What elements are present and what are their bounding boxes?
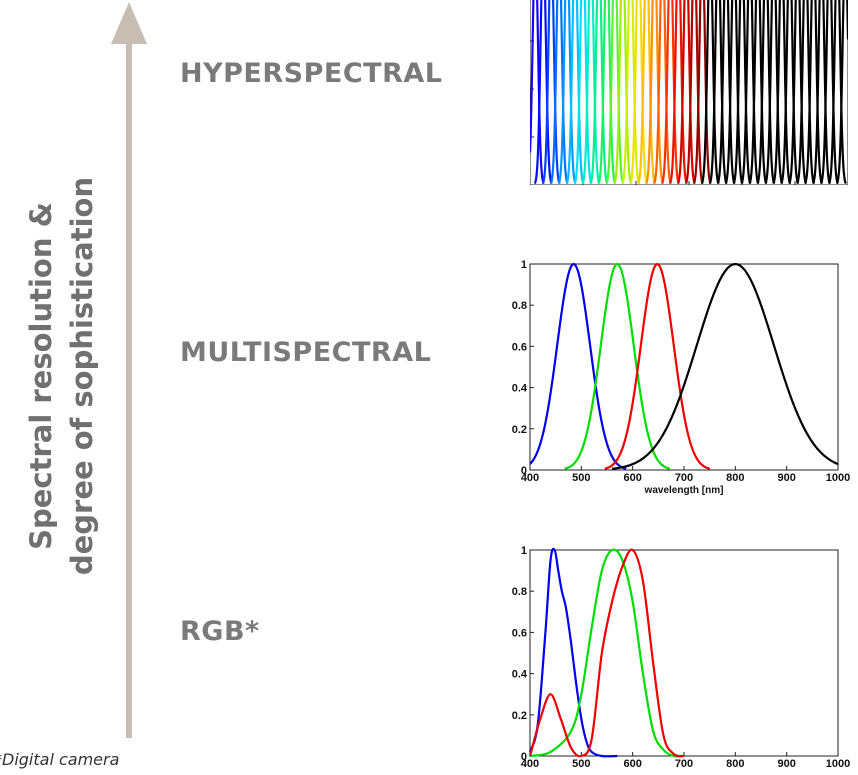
rgb-chart: 400 500 600 700 800 900 1000 0 0.2 0.4 0.6 0.8 1 tran… — [508, 545, 850, 770]
x-tick-label: 1000 — [826, 472, 850, 484]
band-curve — [533, 0, 553, 185]
band-curve — [764, 0, 784, 185]
plot-frame — [529, 263, 839, 471]
y-tick-label: 0.4 — [512, 84, 528, 96]
band-curve — [772, 0, 792, 185]
x-tick-label: 900 — [777, 758, 795, 770]
x-tick-label: 500 — [572, 758, 590, 770]
y-tick-label: 0.4 — [512, 669, 528, 681]
x-axis-label: wavelength [nm] — [644, 485, 724, 496]
x-tick-label: 1000 — [836, 187, 858, 199]
up-arrow-head — [111, 2, 147, 44]
footnote: *Digital camera — [0, 750, 120, 769]
x-tick-label: 600 — [623, 758, 641, 770]
band-curve — [637, 0, 657, 185]
band-curve — [660, 0, 680, 185]
band-curve — [827, 0, 847, 185]
hyperspectral-label: HYPERSPECTRAL — [180, 58, 443, 89]
multispectral-chart: 400 500 600 700 800 900 1000 0 0.2 0.4 0.6 0.8 1 wave… — [512, 259, 851, 496]
band-curve — [645, 0, 665, 185]
band-curve — [604, 262, 711, 470]
band-curve — [796, 0, 816, 185]
x-tick-label: 800 — [733, 187, 751, 199]
x-tick-label: 800 — [726, 758, 744, 770]
x-tick-label: 600 — [623, 472, 641, 484]
band-curve — [724, 0, 744, 185]
band-curve — [597, 0, 617, 185]
band-curve — [530, 0, 545, 185]
band-curve — [676, 0, 696, 185]
x-tick-label: 500 — [572, 472, 590, 484]
band-curve — [804, 0, 824, 185]
y-tick-label: 0 — [521, 180, 527, 192]
band-curve — [621, 0, 641, 185]
transmission-curve — [528, 548, 685, 758]
band-curve — [692, 0, 712, 185]
band-curve — [573, 0, 593, 185]
plot-frame — [529, 549, 839, 757]
x-tick-label: 800 — [726, 472, 744, 484]
y-tick-label: 0.2 — [512, 424, 527, 436]
axis-arrow-label-line1: Spectral resolution & — [24, 202, 58, 550]
band-curve — [708, 0, 728, 185]
y-tick-label: 0.6 — [512, 36, 527, 48]
band-curve — [589, 0, 609, 185]
band-curve — [788, 0, 808, 185]
multispectral-label: MULTISPECTRAL — [180, 337, 432, 368]
band-curve — [529, 262, 627, 470]
axis-arrow-label: Spectral resolution & degree of sophisti… — [21, 96, 103, 656]
band-curve — [653, 0, 672, 185]
rgb-label: RGB* — [180, 616, 260, 647]
band-curve — [612, 262, 839, 470]
band-curve — [565, 0, 585, 185]
x-tick-label: 700 — [675, 472, 693, 484]
axis-arrow-label-line2: degree of sophistication — [65, 176, 99, 576]
y-tick-label: 1 — [521, 259, 527, 271]
x-tick-label: 700 — [675, 758, 693, 770]
y-tick-label: 0.2 — [512, 710, 527, 722]
band-curve — [700, 0, 720, 185]
band-curve — [716, 0, 736, 185]
band-curve — [629, 0, 649, 185]
band-curve — [541, 0, 561, 185]
x-tick-label: 900 — [777, 472, 795, 484]
x-tick-label: 400 — [521, 187, 539, 199]
y-tick-label: 0 — [521, 751, 527, 763]
band-curve — [756, 0, 776, 185]
band-curve — [740, 0, 760, 185]
y-tick-label: 0.8 — [512, 586, 527, 598]
band-curve — [605, 0, 625, 185]
band-curve — [684, 0, 704, 185]
y-tick-label: 0.6 — [512, 341, 527, 353]
x-tick-label: 1000 — [826, 758, 850, 770]
band-curve — [780, 0, 800, 185]
x-tick-label: 900 — [786, 187, 804, 199]
band-curve — [819, 0, 839, 185]
band-curve — [613, 0, 633, 185]
band-curve — [564, 262, 671, 470]
x-tick-label: 700 — [680, 187, 698, 199]
band-curve — [812, 0, 831, 185]
y-tick-label: 0.2 — [512, 132, 527, 144]
band-curve — [835, 0, 848, 185]
y-tick-label: 0.8 — [512, 300, 527, 312]
x-tick-label: 600 — [627, 187, 645, 199]
band-curve — [748, 0, 768, 185]
band-curve — [549, 0, 569, 185]
y-tick-label: 0 — [521, 465, 527, 477]
band-curve — [732, 0, 752, 185]
band-curve — [668, 0, 688, 185]
x-tick-label: 400 — [521, 472, 539, 484]
x-tick-label: 400 — [521, 758, 539, 770]
up-arrow-shaft — [126, 40, 132, 738]
band-curve — [557, 0, 577, 185]
y-tick-label: 1 — [521, 545, 527, 557]
y-axis-label: transmission — [508, 625, 511, 681]
y-tick-label: 0.4 — [512, 383, 528, 395]
x-tick-label: 500 — [574, 187, 592, 199]
y-tick-label: 0.6 — [512, 627, 527, 639]
band-curve — [581, 0, 601, 185]
transmission-curve — [529, 548, 685, 758]
